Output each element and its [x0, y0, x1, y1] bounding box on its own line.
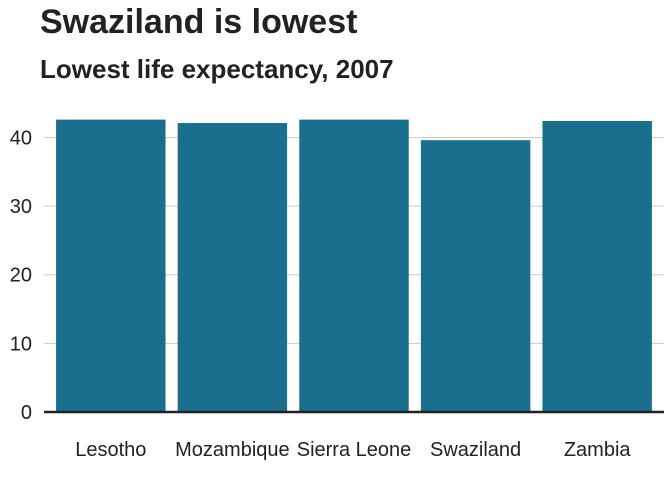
bar-sierra-leone	[299, 119, 409, 412]
y-tick-label: 40	[10, 127, 32, 149]
y-tick-label: 20	[10, 265, 32, 287]
x-tick-label: Zambia	[564, 439, 632, 461]
bar-mozambique	[177, 123, 288, 413]
chart-subtitle: Lowest life expectancy, 2007	[40, 54, 394, 84]
axes: 0 10 20 30 40 Lesotho Mozambique Sierra Leone Sw…	[10, 127, 664, 461]
x-tick-label: Swaziland	[430, 439, 521, 461]
chart-title: Swaziland is lowest	[40, 3, 358, 41]
bars	[56, 119, 652, 413]
y-tick-label: 10	[10, 333, 32, 355]
bar-zambia	[542, 120, 652, 413]
y-tick-label: 30	[10, 196, 32, 218]
bar-swaziland	[420, 140, 531, 412]
x-tick-label: Mozambique	[175, 439, 290, 461]
x-tick-label: Lesotho	[75, 439, 146, 461]
y-tick-label: 0	[21, 402, 32, 424]
x-tick-label: Sierra Leone	[297, 439, 412, 461]
bar-lesotho	[56, 119, 166, 412]
